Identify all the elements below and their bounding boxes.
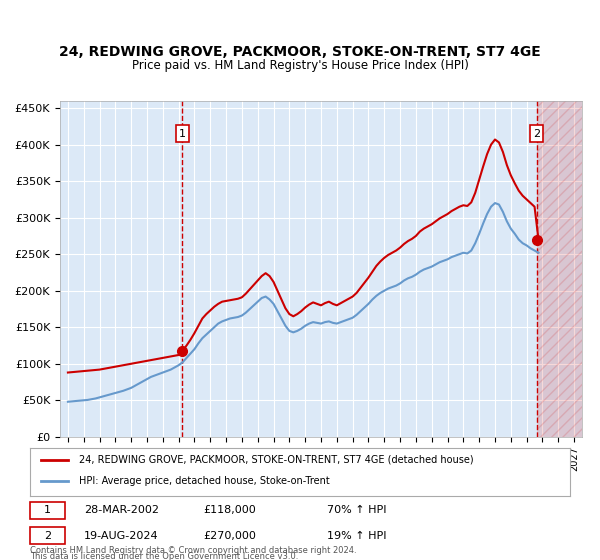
- FancyBboxPatch shape: [30, 502, 65, 519]
- FancyBboxPatch shape: [30, 527, 65, 544]
- Text: 70% ↑ HPI: 70% ↑ HPI: [327, 506, 386, 516]
- Text: 1: 1: [179, 129, 186, 139]
- Text: HPI: Average price, detached house, Stoke-on-Trent: HPI: Average price, detached house, Stok…: [79, 477, 329, 486]
- Bar: [536, 101, 582, 437]
- Text: Price paid vs. HM Land Registry's House Price Index (HPI): Price paid vs. HM Land Registry's House …: [131, 59, 469, 72]
- Text: 2: 2: [44, 531, 52, 541]
- Text: This data is licensed under the Open Government Licence v3.0.: This data is licensed under the Open Gov…: [30, 552, 298, 560]
- Text: 24, REDWING GROVE, PACKMOOR, STOKE-ON-TRENT, ST7 4GE: 24, REDWING GROVE, PACKMOOR, STOKE-ON-TR…: [59, 45, 541, 59]
- Text: 28-MAR-2002: 28-MAR-2002: [84, 506, 159, 516]
- Text: 19% ↑ HPI: 19% ↑ HPI: [327, 531, 386, 541]
- Text: Contains HM Land Registry data © Crown copyright and database right 2024.: Contains HM Land Registry data © Crown c…: [30, 547, 356, 556]
- Text: 1: 1: [44, 506, 52, 516]
- Text: 2: 2: [533, 129, 540, 139]
- Text: 19-AUG-2024: 19-AUG-2024: [84, 531, 158, 541]
- Text: 24, REDWING GROVE, PACKMOOR, STOKE-ON-TRENT, ST7 4GE (detached house): 24, REDWING GROVE, PACKMOOR, STOKE-ON-TR…: [79, 455, 473, 465]
- Text: £270,000: £270,000: [203, 531, 256, 541]
- Text: £118,000: £118,000: [203, 506, 256, 516]
